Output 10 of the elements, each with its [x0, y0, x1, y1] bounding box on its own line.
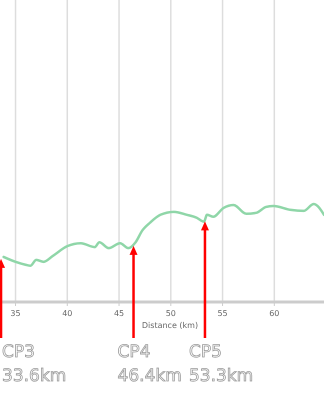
- x-axis-title: Distance (km): [142, 321, 198, 330]
- x-tick-label: 50: [166, 309, 176, 318]
- ref-line-label: CP5 53.3km: [188, 342, 254, 386]
- ref-line-label: CP4 46.4km: [118, 342, 182, 386]
- x-tick-label: 60: [269, 309, 280, 318]
- ref-line-label: CP3 33.6km: [2, 342, 66, 386]
- x-tick-label: 35: [10, 309, 21, 318]
- x-tick-label: 45: [114, 309, 124, 318]
- x-tick-label: 40: [62, 309, 72, 318]
- x-tick-label: 55: [217, 309, 228, 318]
